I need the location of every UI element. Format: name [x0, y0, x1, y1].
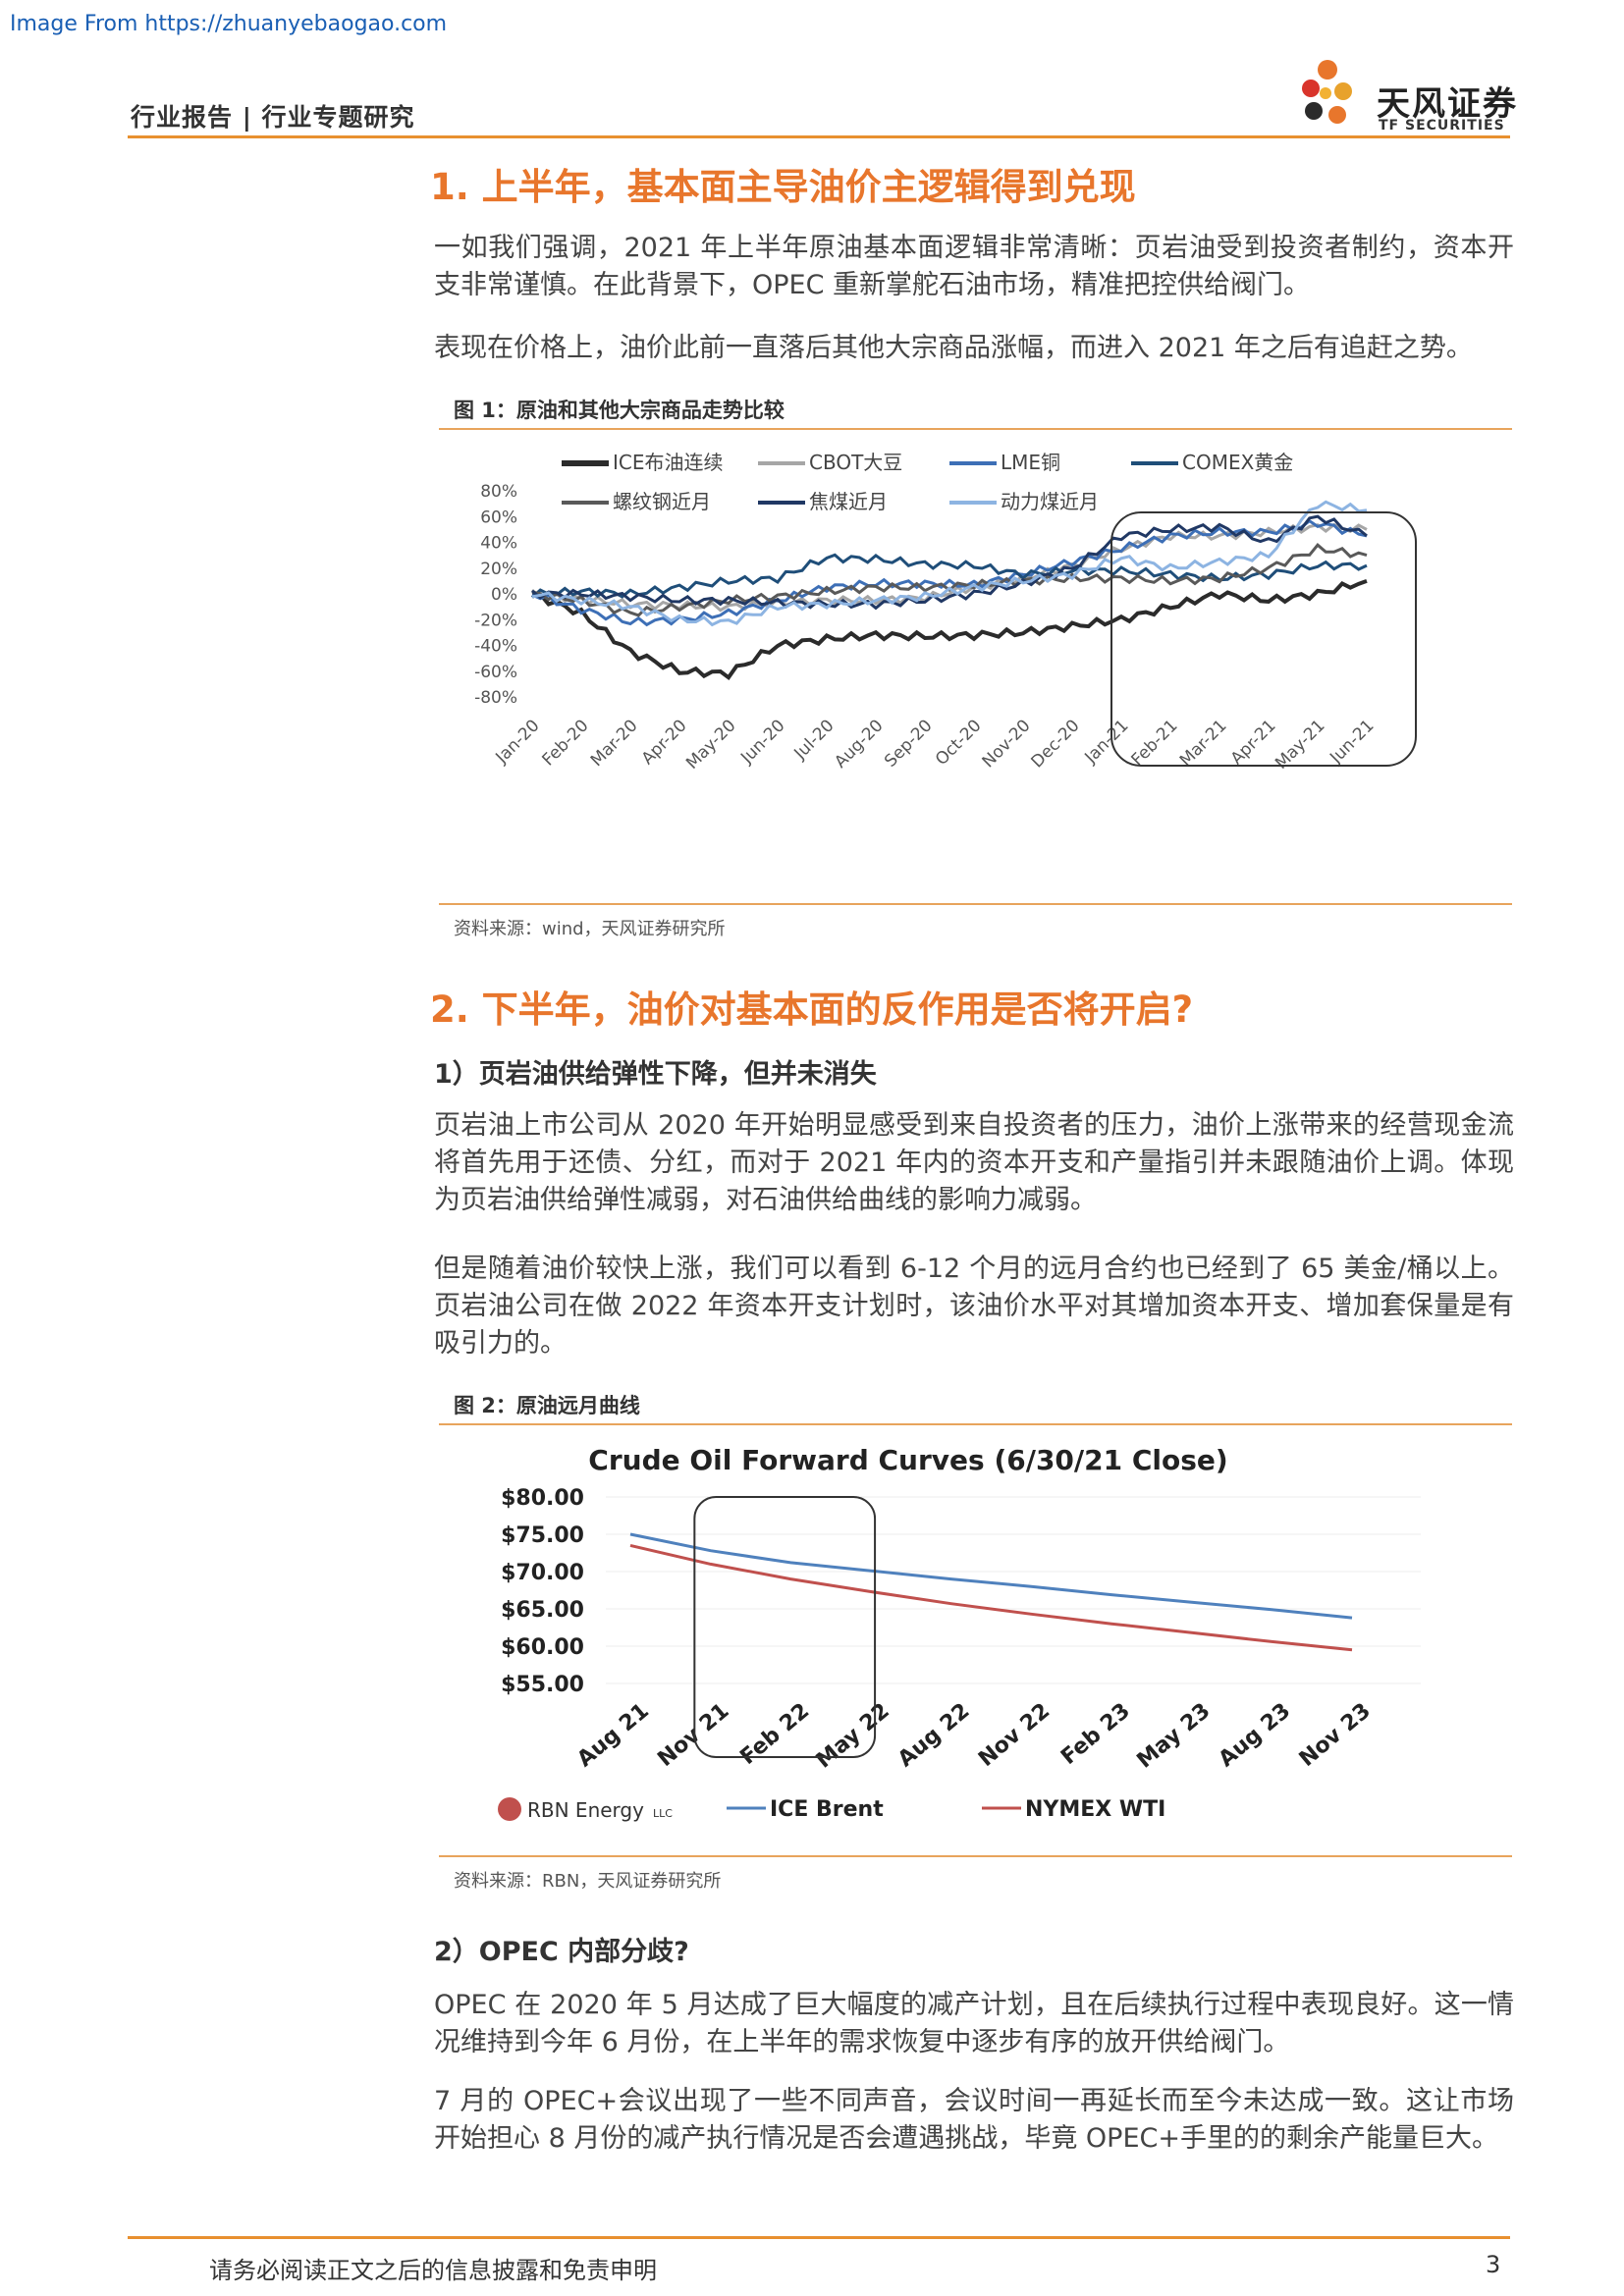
commodity-comparison-chart: 80%60%40%20%0%-20%-40%-60%-80%Jan-20Feb-…: [474, 451, 1417, 774]
highlight-box: [693, 1496, 877, 1758]
x-tick-label: Dec-20: [1027, 716, 1083, 772]
x-tick-label: Mar-20: [587, 716, 642, 771]
x-tick-label: Jan-20: [492, 716, 544, 768]
legend-label-1: CBOT大豆: [809, 451, 902, 474]
x-tick-label: Feb 22: [735, 1698, 814, 1770]
x-tick-label: Aug-20: [831, 716, 887, 772]
figure-2-top-rule: [439, 1423, 1512, 1425]
section-2-paragraph-4: 7 月的 OPEC+会议出现了一些不同声音，会议时间一再延长而至今未达成一致。这…: [434, 2086, 1514, 2154]
chart-title: Crude Oil Forward Curves (6/30/21 Close): [588, 1444, 1227, 1476]
x-tick-label: Jul-20: [790, 716, 839, 764]
series-line-2: [531, 518, 1368, 627]
y-tick-label: -60%: [474, 663, 517, 682]
x-tick-label: Aug 23: [1215, 1698, 1296, 1772]
figure-1-bottom-rule: [439, 903, 1512, 905]
series-line-0: [629, 1532, 1353, 1620]
y-tick-label: $65.00: [501, 1598, 584, 1623]
figure-1-top-rule: [439, 428, 1512, 430]
x-tick-label: May 23: [1133, 1698, 1216, 1773]
page-number: 3: [1486, 2251, 1501, 2278]
x-tick-label: Feb 23: [1056, 1698, 1135, 1770]
legend-label-0: ICE Brent: [770, 1797, 884, 1822]
figure-2-bottom-rule: [439, 1855, 1512, 1857]
figure-2-source: 资料来源：RBN，天风证券研究所: [454, 1871, 722, 1892]
x-tick-label: Nov 23: [1295, 1698, 1376, 1772]
brand-suffix: LLC: [653, 1807, 673, 1820]
rbn-logo-icon: [498, 1797, 521, 1821]
section-1-paragraph-1: 一如我们强调，2021 年上半年原油基本面逻辑非常清晰：页岩油受到投资者制约，资…: [434, 233, 1514, 300]
source-watermark: Image From https://zhuanyebaogao.com: [10, 12, 448, 36]
y-tick-label: 80%: [480, 482, 517, 502]
company-logo: [1302, 60, 1352, 124]
legend-label-0: ICE布油连续: [613, 451, 724, 474]
x-tick-label: Feb-21: [1127, 716, 1181, 770]
series-line-1: [629, 1543, 1353, 1652]
x-tick-label: Jun-21: [1326, 716, 1378, 768]
legend-label-2: LME铜: [1001, 451, 1060, 474]
report-breadcrumb: 行业报告 | 行业专题研究: [131, 103, 415, 132]
legend-label-1: NYMEX WTI: [1025, 1797, 1165, 1822]
figure-1-source: 资料来源：wind，天风证券研究所: [454, 919, 726, 939]
section-1-paragraph-2: 表现在价格上，油价此前一直落后其他大宗商品涨幅，而进入 2021 年之后有追赶之…: [434, 333, 1473, 363]
section-2-subheading-1: 1）页岩油供给弹性下降，但并未消失: [434, 1059, 877, 1090]
x-tick-label: Aug 21: [572, 1698, 654, 1772]
logo-english-name: TF SECURITIES: [1379, 118, 1505, 133]
x-tick-label: Oct-20: [932, 716, 986, 770]
x-tick-label: Aug 22: [893, 1698, 975, 1772]
brand-name: RBN Energy: [527, 1798, 644, 1822]
figure-2-caption: 图 2：原油远月曲线: [454, 1394, 640, 1417]
legend-label-6: 动力煤近月: [1001, 490, 1099, 513]
series-line-0: [531, 579, 1368, 681]
y-tick-label: -20%: [474, 611, 517, 630]
legend-label-4: 螺纹钢近月: [613, 490, 711, 513]
x-tick-label: May-20: [682, 716, 739, 773]
section-2-paragraph-2: 但是随着油价较快上涨，我们可以看到 6-12 个月的远月合约也已经到了 65 美…: [434, 1254, 1514, 1359]
y-tick-label: $60.00: [501, 1635, 584, 1660]
x-tick-label: Mar-21: [1176, 716, 1231, 771]
y-tick-label: 0%: [491, 585, 517, 605]
series-line-3: [530, 553, 1368, 599]
header-divider: [128, 135, 1510, 138]
highlight-box: [1110, 511, 1417, 767]
y-tick-label: -80%: [474, 688, 517, 708]
legend-label-3: COMEX黄金: [1182, 451, 1293, 474]
series-line-6: [531, 500, 1368, 627]
x-tick-label: Sep-20: [881, 716, 936, 771]
figure-1-caption: 图 1：原油和其他大宗商品走势比较: [454, 399, 785, 422]
rbn-brand: RBN Energy LLC: [498, 1797, 673, 1822]
y-tick-label: $75.00: [501, 1523, 584, 1548]
section-2-paragraph-1: 页岩油上市公司从 2020 年开始明显感受到来自投资者的压力，油价上涨带来的经营…: [434, 1110, 1514, 1215]
logo-chinese-name: 天风证券: [1377, 84, 1518, 124]
x-tick-label: Nov-20: [979, 716, 1035, 772]
section-2-subheading-2: 2）OPEC 内部分歧?: [434, 1937, 689, 1967]
x-tick-label: Feb-20: [538, 716, 592, 770]
section-2-title: 2. 下半年，油价对基本面的反作用是否将开启?: [430, 988, 1194, 1031]
x-tick-label: May 22: [812, 1698, 894, 1773]
x-tick-label: Jun-20: [736, 716, 788, 768]
x-tick-label: Nov 22: [974, 1698, 1055, 1772]
section-2-paragraph-3: OPEC 在 2020 年 5 月达成了巨大幅度的减产计划，且在后续执行过程中表…: [434, 1990, 1514, 2057]
y-tick-label: 40%: [480, 534, 517, 554]
y-tick-label: -40%: [474, 637, 517, 657]
y-tick-label: 60%: [480, 507, 517, 527]
section-1-title: 1. 上半年，基本面主导油价主逻辑得到兑现: [430, 166, 1136, 208]
y-tick-label: 20%: [480, 560, 517, 579]
legend-label-5: 焦煤近月: [809, 490, 888, 513]
footer-divider: [128, 2236, 1510, 2239]
y-tick-label: $70.00: [501, 1561, 584, 1585]
y-tick-label: $80.00: [501, 1486, 584, 1511]
series-line-5: [531, 514, 1368, 611]
forward-curve-chart: Crude Oil Forward Curves (6/30/21 Close)…: [498, 1444, 1421, 1822]
flower-logo-icon: [1302, 60, 1352, 124]
footer-disclaimer: 请务必阅读正文之后的信息披露和免责申明: [209, 2257, 657, 2284]
y-tick-label: $55.00: [501, 1673, 584, 1697]
